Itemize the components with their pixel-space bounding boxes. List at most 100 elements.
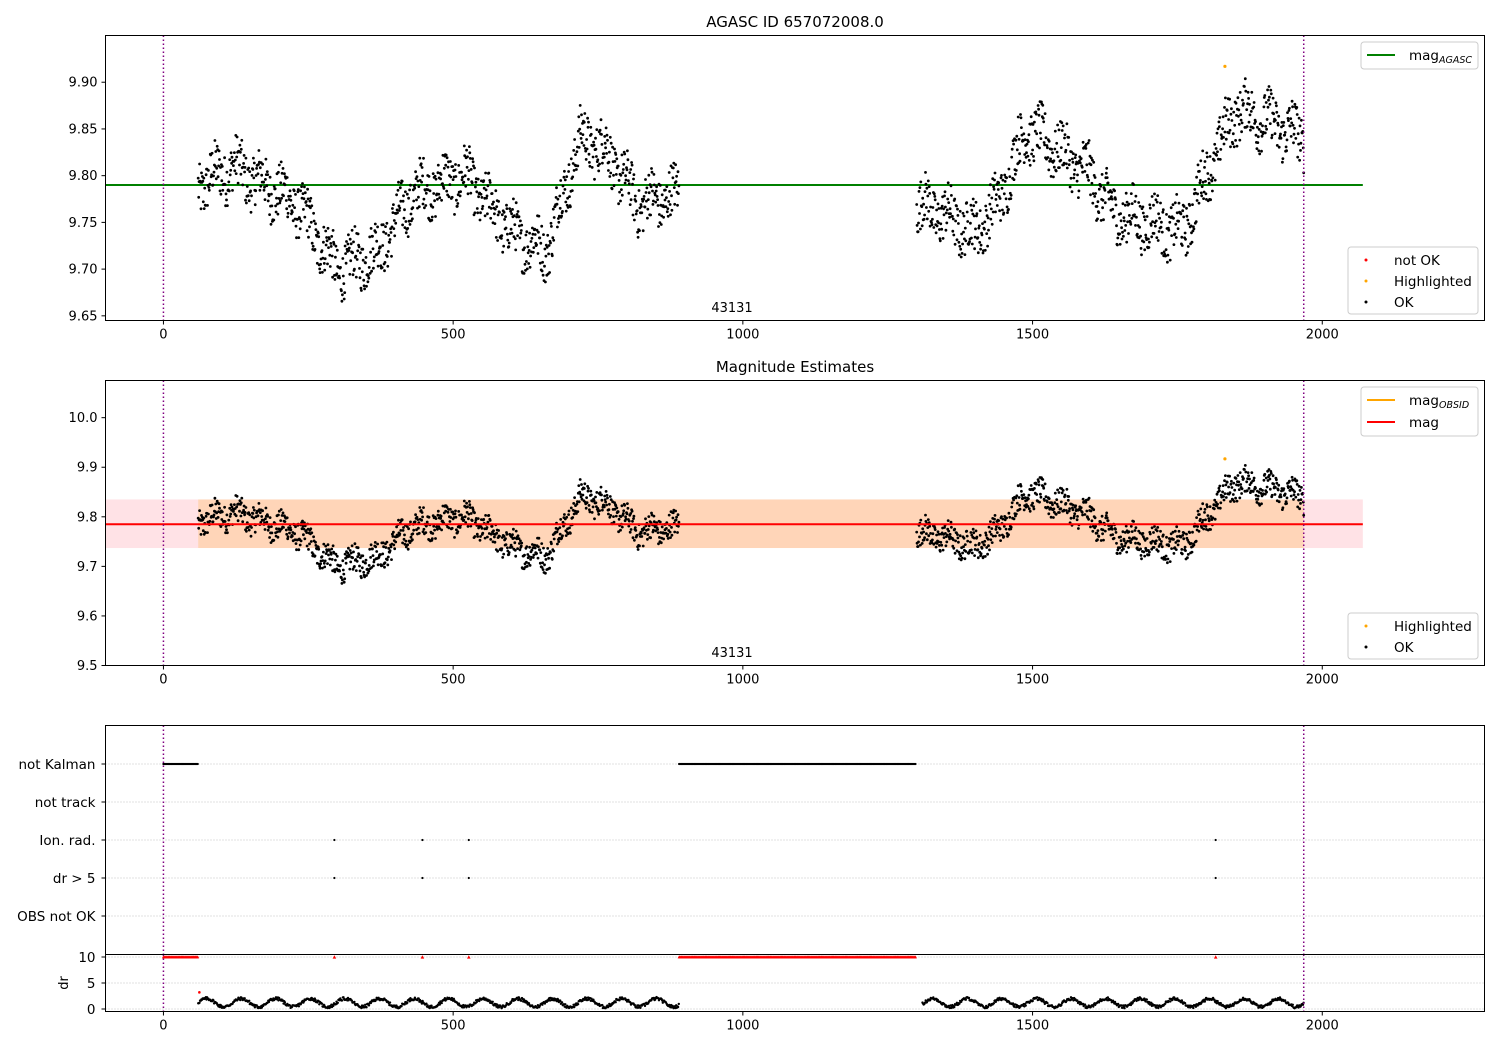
ok-point — [1234, 477, 1238, 480]
ok-point — [1097, 535, 1101, 538]
ok-point — [286, 535, 290, 539]
ok-point — [1179, 535, 1183, 539]
ok-point — [612, 184, 616, 188]
ok-point — [495, 205, 499, 209]
ok-point — [1299, 498, 1303, 501]
ok-point — [436, 197, 439, 201]
ok-point — [1190, 240, 1194, 244]
ok-point — [254, 189, 258, 193]
ok-point — [1228, 97, 1231, 101]
ok-point — [511, 208, 514, 211]
ok-point — [414, 513, 417, 517]
ok-point — [1250, 471, 1254, 474]
ok-point — [1120, 237, 1124, 241]
ok-point — [995, 525, 998, 529]
ok-point — [372, 259, 376, 263]
ok-point — [401, 541, 404, 545]
ok-point — [601, 161, 604, 165]
ok-point — [1245, 108, 1249, 111]
ok-point — [218, 158, 221, 161]
ok-point — [1017, 496, 1021, 499]
ok-point — [1124, 191, 1128, 195]
ok-point — [559, 179, 563, 182]
ok-point — [328, 253, 332, 257]
ok-point — [1044, 495, 1048, 499]
ok-point — [1290, 99, 1294, 103]
ok-point — [1017, 137, 1021, 141]
ok-point — [328, 237, 331, 241]
x-tick-label: 0 — [159, 328, 167, 343]
ok-point — [1129, 541, 1133, 544]
ok-point — [1029, 115, 1033, 119]
ok-point — [1239, 113, 1243, 117]
ok-point — [230, 505, 234, 509]
ok-point — [204, 173, 208, 177]
ok-point — [339, 564, 342, 567]
ok-point — [270, 204, 274, 208]
ok-point — [532, 553, 536, 557]
ok-point — [1279, 495, 1283, 499]
ok-point — [220, 179, 224, 183]
ok-point — [207, 188, 211, 192]
ok-point — [324, 552, 328, 555]
ok-point — [317, 547, 321, 551]
ok-point — [343, 244, 347, 248]
ok-point — [530, 548, 534, 552]
ok-point — [923, 213, 926, 217]
ok-point — [1018, 159, 1022, 163]
ok-point — [1041, 116, 1045, 120]
ok-point — [616, 164, 620, 168]
ok-point — [1091, 192, 1095, 196]
ok-point — [1279, 136, 1283, 140]
ok-point — [676, 203, 679, 207]
ok-point — [243, 511, 247, 514]
ok-point — [502, 244, 506, 248]
ok-point — [289, 194, 292, 198]
ok-point — [356, 249, 360, 253]
ok-point — [1245, 125, 1249, 128]
ok-point — [510, 545, 514, 549]
ok-point — [987, 228, 990, 232]
ok-point — [969, 531, 973, 534]
ok-point — [938, 237, 942, 241]
ok-point — [253, 530, 257, 534]
ok-point — [1074, 504, 1078, 508]
ok-point — [1271, 96, 1275, 100]
ok-point — [1180, 244, 1184, 247]
ok-point — [360, 270, 364, 274]
ok-point — [619, 173, 623, 177]
ok-point — [530, 236, 534, 240]
ok-point — [439, 177, 442, 181]
ok-point — [1076, 515, 1079, 518]
ok-point — [584, 149, 588, 153]
ok-point — [252, 506, 255, 509]
ok-point — [1246, 90, 1250, 94]
ok-point — [597, 169, 601, 173]
ok-point — [1032, 505, 1035, 508]
ok-point — [600, 493, 603, 497]
ok-point — [519, 544, 523, 548]
ok-point — [1047, 497, 1051, 500]
ok-point — [463, 154, 467, 158]
ok-point — [506, 546, 509, 550]
ok-point — [533, 543, 537, 547]
ok-point — [230, 155, 234, 159]
ok-point — [451, 510, 455, 514]
ok-point — [1199, 191, 1203, 195]
ok-point — [268, 536, 271, 539]
ok-point — [1275, 478, 1278, 482]
ok-point — [664, 205, 668, 209]
ok-point — [665, 185, 669, 189]
ok-point — [350, 544, 354, 548]
ok-point — [1016, 115, 1020, 119]
ok-point — [1282, 121, 1286, 124]
ok-point — [1034, 110, 1038, 114]
ok-point — [1274, 118, 1277, 122]
ok-point — [500, 213, 504, 217]
ok-point — [976, 548, 980, 551]
ok-point — [347, 553, 351, 557]
ok-point — [985, 546, 989, 549]
ok-point — [998, 534, 1001, 537]
ok-point — [484, 514, 487, 517]
